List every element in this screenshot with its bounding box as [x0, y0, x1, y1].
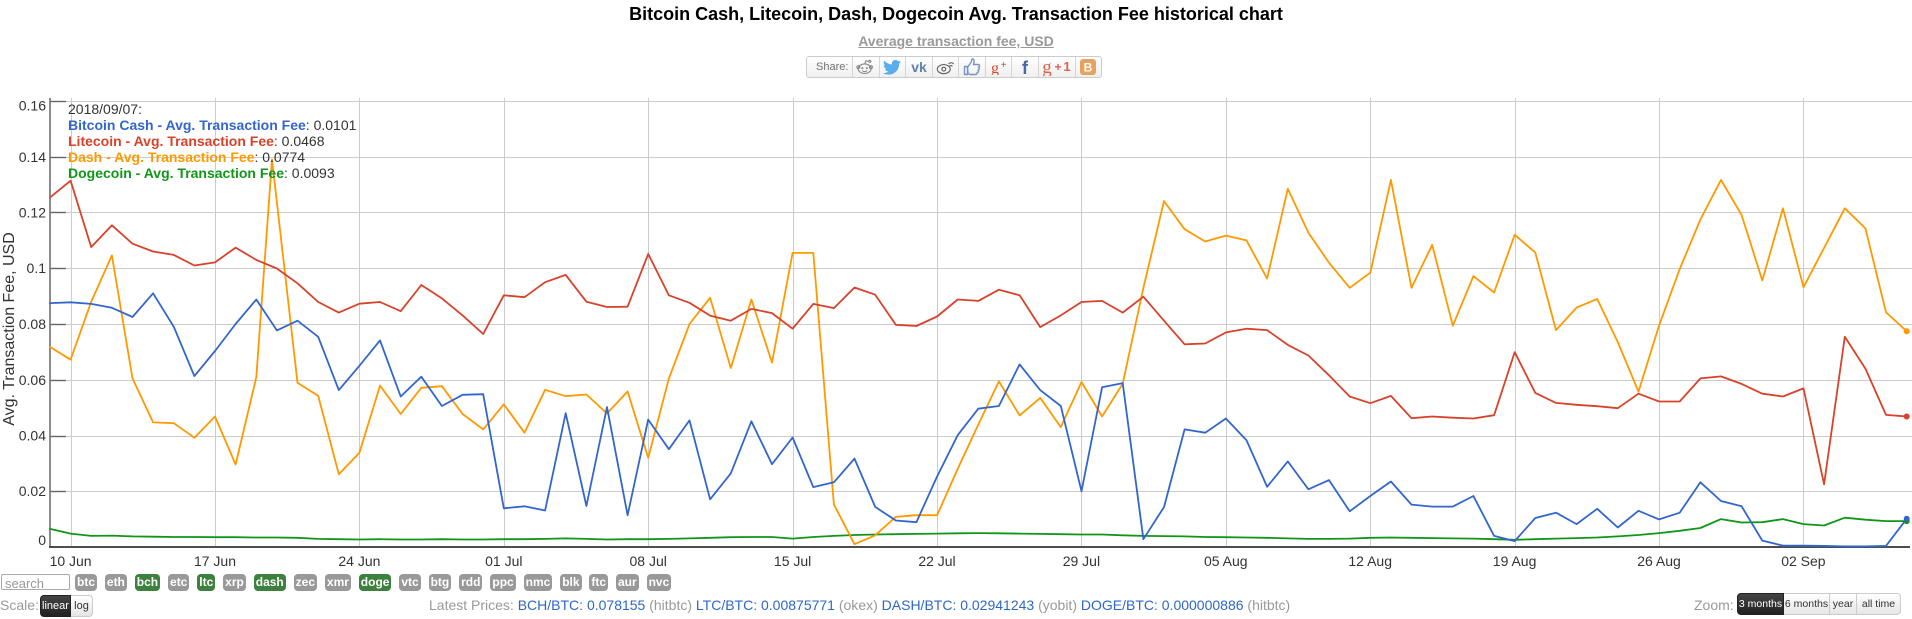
svg-text:02 Sep: 02 Sep [1781, 553, 1826, 569]
svg-text:0.08: 0.08 [19, 316, 46, 332]
svg-text:0.06: 0.06 [19, 372, 46, 388]
svg-text:26 Aug: 26 Aug [1637, 553, 1681, 569]
svg-text:0: 0 [38, 532, 46, 548]
svg-text:0.12: 0.12 [19, 205, 46, 221]
svg-text:0.1: 0.1 [27, 260, 47, 276]
svg-text:g: g [1042, 58, 1052, 76]
svg-text:19 Aug: 19 Aug [1493, 553, 1537, 569]
svg-text:15 Jul: 15 Jul [774, 553, 811, 569]
svg-text:01 Jul: 01 Jul [485, 553, 522, 569]
svg-text:Avg. Transaction Fee, USD: Avg. Transaction Fee, USD [1, 232, 18, 426]
svg-text:+: + [1054, 60, 1061, 74]
svg-text:0.14: 0.14 [19, 149, 46, 165]
svg-text:0.02: 0.02 [19, 483, 46, 499]
svg-text:17 Jun: 17 Jun [194, 553, 236, 569]
svg-text:B: B [1084, 61, 1093, 75]
svg-text:24 Jun: 24 Jun [338, 553, 380, 569]
svg-text:1: 1 [1063, 59, 1070, 74]
svg-text:+: + [1001, 60, 1007, 71]
svg-text:vk: vk [911, 60, 927, 74]
svg-text:22 Jul: 22 Jul [918, 553, 955, 569]
svg-text:12 Aug: 12 Aug [1348, 553, 1392, 569]
svg-text:0.04: 0.04 [19, 428, 46, 444]
svg-text:10 Jun: 10 Jun [50, 553, 92, 569]
svg-text:29 Jul: 29 Jul [1063, 553, 1100, 569]
svg-text:05 Aug: 05 Aug [1204, 553, 1248, 569]
svg-text:0.16: 0.16 [19, 98, 46, 114]
svg-text:08 Jul: 08 Jul [630, 553, 667, 569]
svg-text:g: g [991, 60, 999, 75]
svg-text:f: f [1022, 59, 1029, 76]
